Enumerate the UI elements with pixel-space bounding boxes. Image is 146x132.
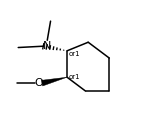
Text: or1: or1	[69, 51, 80, 57]
Text: O: O	[34, 78, 43, 88]
Text: N: N	[43, 41, 51, 51]
Text: or1: or1	[69, 74, 80, 80]
Polygon shape	[41, 77, 67, 86]
